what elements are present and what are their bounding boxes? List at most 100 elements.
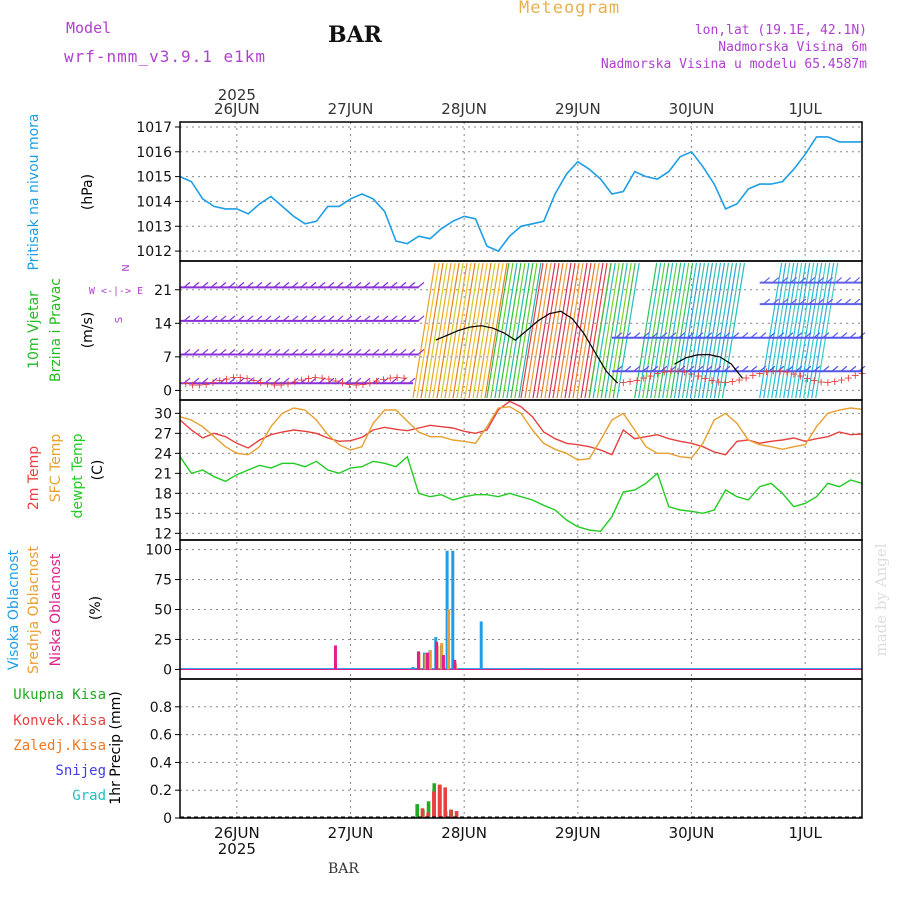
wind-barb bbox=[327, 349, 335, 355]
wind-speed-marker: + bbox=[270, 379, 279, 392]
wind-barb bbox=[417, 349, 425, 355]
pressure-line bbox=[179, 136, 862, 253]
wind-streak bbox=[759, 262, 783, 399]
wind-streak bbox=[596, 262, 620, 399]
wind-streak bbox=[815, 262, 839, 399]
wind-speed-marker: + bbox=[748, 369, 757, 382]
wind-barb bbox=[282, 349, 290, 355]
wind-barb bbox=[853, 277, 861, 284]
wind-streak bbox=[472, 262, 496, 399]
wind-streak bbox=[424, 262, 448, 399]
footer-station: BAR bbox=[328, 861, 359, 877]
meteogram-title: Meteogram bbox=[519, 0, 621, 18]
wind-barb bbox=[372, 349, 380, 355]
wind-barb bbox=[363, 315, 371, 322]
wind-barb bbox=[336, 377, 344, 384]
wind-barb bbox=[723, 365, 731, 372]
wind-streak bbox=[576, 262, 600, 399]
wind-streak bbox=[532, 262, 556, 399]
wind-barb bbox=[381, 315, 389, 322]
year-label-bottom: 2025 bbox=[218, 840, 256, 858]
y-tick-label: 7 bbox=[163, 350, 172, 366]
wind-barb bbox=[246, 377, 254, 384]
wind-barb bbox=[822, 365, 830, 372]
wind-barb bbox=[768, 332, 776, 339]
wind-barb bbox=[228, 281, 236, 288]
y-tick-label: 0 bbox=[163, 811, 172, 827]
wind-speed-marker: + bbox=[660, 365, 669, 378]
wind-barb bbox=[210, 315, 218, 322]
wind-barb bbox=[300, 349, 308, 355]
cloud-bar bbox=[453, 659, 457, 670]
wind-barb bbox=[192, 349, 200, 355]
wind-streak bbox=[662, 262, 686, 399]
y-tick-label: 1014 bbox=[136, 194, 172, 210]
wind-streak bbox=[673, 262, 698, 399]
wind-barb bbox=[399, 281, 407, 288]
wind-barb bbox=[264, 377, 272, 384]
wind-barb bbox=[732, 332, 740, 339]
wind-barb bbox=[835, 277, 843, 284]
wind-streak bbox=[452, 262, 476, 399]
wind-barb bbox=[417, 315, 425, 322]
temp-2m-axis-label: 2m Temp bbox=[26, 446, 42, 510]
wind-speed-marker: + bbox=[202, 378, 211, 391]
wind-streak bbox=[701, 262, 726, 399]
wind-barb bbox=[813, 332, 821, 339]
cloud-bar bbox=[424, 653, 428, 670]
pressure-axis-label: Pritisak na nivou mora bbox=[26, 113, 42, 270]
wind-barb bbox=[291, 315, 299, 322]
wind-barb bbox=[399, 315, 407, 322]
date-label-top: 27JUN bbox=[328, 100, 374, 118]
wind-barb bbox=[705, 365, 713, 372]
y-tick-label: 27 bbox=[154, 426, 172, 442]
wind-streak bbox=[444, 262, 468, 399]
wind-speed-marker: + bbox=[324, 373, 333, 386]
wind-speed-marker: + bbox=[222, 372, 231, 385]
precip-bar bbox=[449, 809, 453, 818]
wind-barb bbox=[237, 377, 245, 384]
elevation-label: Nadmorska Visina 6m bbox=[718, 40, 867, 55]
y-tick-label: 1012 bbox=[136, 244, 172, 260]
wind-streak bbox=[697, 262, 722, 399]
wind-barb bbox=[318, 349, 326, 355]
wind-streak bbox=[498, 262, 522, 399]
wind-streak bbox=[803, 262, 827, 399]
wind-barb bbox=[408, 315, 416, 322]
wind-barb bbox=[759, 365, 767, 372]
wind-speed-marker: + bbox=[195, 379, 204, 392]
date-label-top: 28JUN bbox=[441, 100, 487, 118]
wind-axis-label-1: 10m Vjetar bbox=[26, 291, 42, 369]
wind-barb bbox=[345, 349, 353, 355]
wind-streak bbox=[432, 262, 456, 399]
wind-barb bbox=[687, 332, 695, 339]
cloud-bar bbox=[426, 652, 430, 670]
wind-barb bbox=[345, 281, 353, 288]
wind-unit-label: (m/s) bbox=[80, 312, 96, 349]
wind-streak bbox=[693, 262, 718, 399]
wind-speed-marker: + bbox=[844, 371, 853, 384]
wind-barb bbox=[844, 298, 852, 305]
wind-barb bbox=[300, 377, 308, 384]
station-title: BAR bbox=[328, 22, 382, 48]
wind-barb bbox=[327, 377, 335, 384]
wind-speed-marker: + bbox=[735, 374, 744, 387]
wind-barb bbox=[354, 377, 362, 384]
panel-frame-temperature bbox=[179, 399, 863, 541]
wind-barb bbox=[255, 281, 263, 288]
wind-barb bbox=[363, 281, 371, 288]
wind-streak bbox=[420, 262, 444, 399]
wind-barb bbox=[817, 277, 825, 284]
wind-speed-marker: + bbox=[701, 372, 710, 385]
wind-barb bbox=[714, 365, 722, 372]
wind-axis-label-2: Brzina i Pravac bbox=[48, 278, 64, 382]
wind-speed-marker: + bbox=[666, 364, 675, 377]
wind-barb bbox=[633, 332, 641, 339]
wind-barb bbox=[849, 365, 857, 372]
wind-barb bbox=[651, 332, 659, 339]
wind-streak bbox=[552, 262, 576, 399]
wind-barb bbox=[183, 281, 191, 288]
wind-streak bbox=[568, 262, 592, 399]
wind-streak bbox=[468, 262, 492, 399]
